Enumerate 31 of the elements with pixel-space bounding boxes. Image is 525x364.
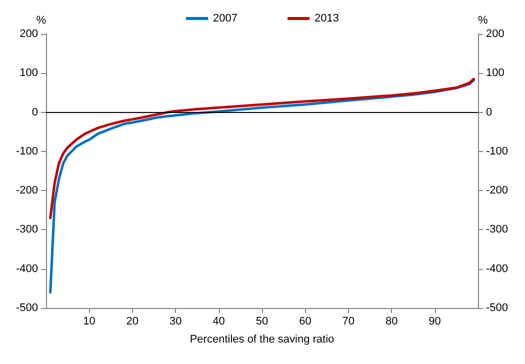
y2-tick-label: 100: [486, 67, 504, 80]
y2-tick-label: -100: [486, 145, 508, 158]
y-tick-label: -400: [16, 262, 38, 275]
y-tick-label: -100: [16, 145, 38, 158]
y2-tick-label: -200: [486, 184, 508, 197]
y2-tick-label: -300: [486, 224, 508, 236]
x-tick-label: 90: [428, 316, 441, 328]
y-axis-title: %: [36, 14, 46, 26]
x-tick-label: 60: [299, 316, 312, 328]
y-tick-label: 0: [32, 106, 38, 118]
y-tick-label: -200: [16, 184, 38, 197]
legend-label: 2013: [314, 12, 339, 24]
x-tick-label: 40: [212, 316, 225, 328]
y-tick-label: -300: [16, 224, 38, 236]
line-series: [49, 78, 475, 220]
y2-tick-label: 0: [486, 106, 492, 118]
x-tick-label: 80: [385, 316, 398, 328]
y2-tick-label: -500: [486, 302, 508, 314]
x-tick-label: 70: [342, 316, 355, 328]
legend-label: 2007: [213, 12, 238, 24]
x-tick-label: 10: [83, 316, 96, 328]
x-tick-label: 30: [169, 316, 182, 328]
y-tick-label: 100: [20, 67, 38, 80]
x-tick-label: 20: [126, 316, 139, 328]
x-tick-label: 50: [256, 316, 268, 328]
y2-tick-label: 200: [486, 28, 504, 40]
y2-axis-title: %: [478, 14, 488, 26]
y-tick-label: 200: [20, 28, 38, 40]
y-tick-label: -500: [16, 302, 38, 314]
x-axis-title: Percentiles of the saving ratio: [190, 334, 334, 346]
y2-tick-label: -400: [486, 262, 508, 275]
